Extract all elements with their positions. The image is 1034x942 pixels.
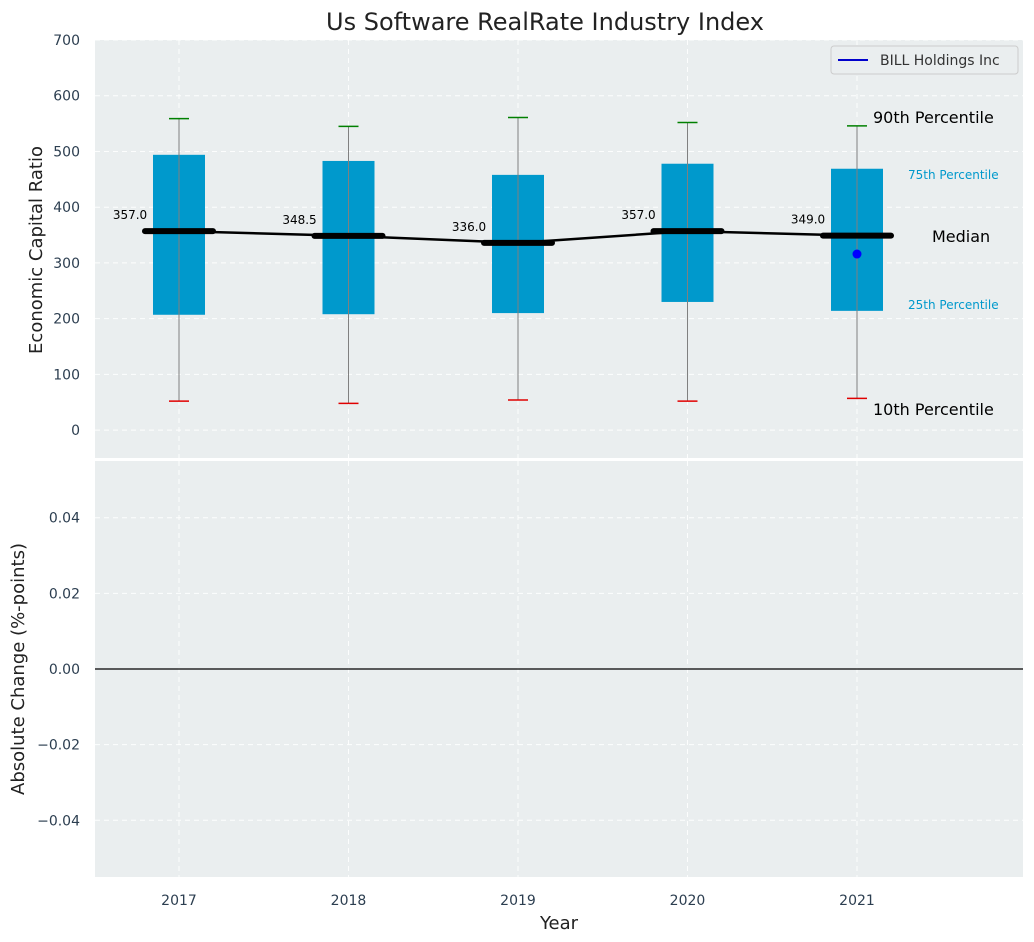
top-y-tick-label: 500 (53, 144, 80, 160)
x-tick-label: 2021 (839, 893, 875, 909)
percentile-annotations: 90th Percentile 75th Percentile Median 2… (873, 108, 999, 419)
x-tick-label: 2018 (331, 893, 367, 909)
x-tick-label: 2017 (161, 893, 197, 909)
top-y-tick-label: 400 (53, 200, 80, 216)
annotation-p90: 90th Percentile (873, 108, 994, 127)
median-trend: 357.0 348.5 336.0 357.0 349.0 (113, 208, 894, 259)
box-2017 (153, 117, 205, 402)
x-axis-label: Year (539, 913, 579, 934)
bottom-y-tick-label: 0.04 (49, 511, 80, 527)
bottom-y-axis-label: Absolute Change (%-points) (8, 543, 29, 795)
top-y-ticks: 0 100 200 300 400 500 600 700 (53, 33, 80, 439)
bottom-y-ticks: −0.04 −0.02 0.00 0.02 0.04 (37, 511, 80, 830)
x-ticks: 2017 2018 2019 2020 2021 (161, 893, 875, 909)
annotation-p75: 75th Percentile (908, 168, 999, 182)
median-value-label: 357.0 (113, 208, 147, 222)
top-y-tick-label: 600 (53, 89, 80, 105)
top-y-tick-label: 700 (53, 33, 80, 49)
top-y-tick-label: 200 (53, 312, 80, 328)
median-value-label: 336.0 (452, 220, 486, 234)
legend-label: BILL Holdings Inc (880, 53, 1000, 69)
chart-title: Us Software RealRate Industry Index (326, 8, 764, 36)
top-y-tick-label: 300 (53, 256, 80, 272)
bottom-panel: −0.04 −0.02 0.00 0.02 0.04 Absolute Change (… (8, 461, 1023, 877)
bottom-y-tick-label: −0.04 (37, 813, 80, 829)
bottom-y-tick-label: 0.00 (49, 662, 80, 678)
box-2021 (831, 125, 883, 400)
top-plot-area (95, 40, 1023, 458)
top-y-tick-label: 0 (71, 423, 80, 439)
median-value-label: 349.0 (791, 213, 825, 227)
top-y-axis-label: Economic Capital Ratio (26, 146, 47, 354)
bottom-y-tick-label: −0.02 (37, 738, 80, 754)
annotation-p25: 25th Percentile (908, 298, 999, 312)
bottom-y-tick-label: 0.02 (49, 586, 80, 602)
legend: BILL Holdings Inc (830, 45, 1019, 75)
median-value-label: 357.0 (621, 208, 655, 222)
annotation-median: Median (932, 227, 990, 246)
company-point (852, 249, 862, 259)
top-y-tick-label: 100 (53, 367, 80, 383)
x-tick-label: 2020 (670, 893, 706, 909)
annotation-p10: 10th Percentile (873, 400, 994, 419)
x-tick-label: 2019 (500, 893, 536, 909)
legend-box (830, 45, 1019, 75)
median-value-label: 348.5 (282, 213, 316, 227)
